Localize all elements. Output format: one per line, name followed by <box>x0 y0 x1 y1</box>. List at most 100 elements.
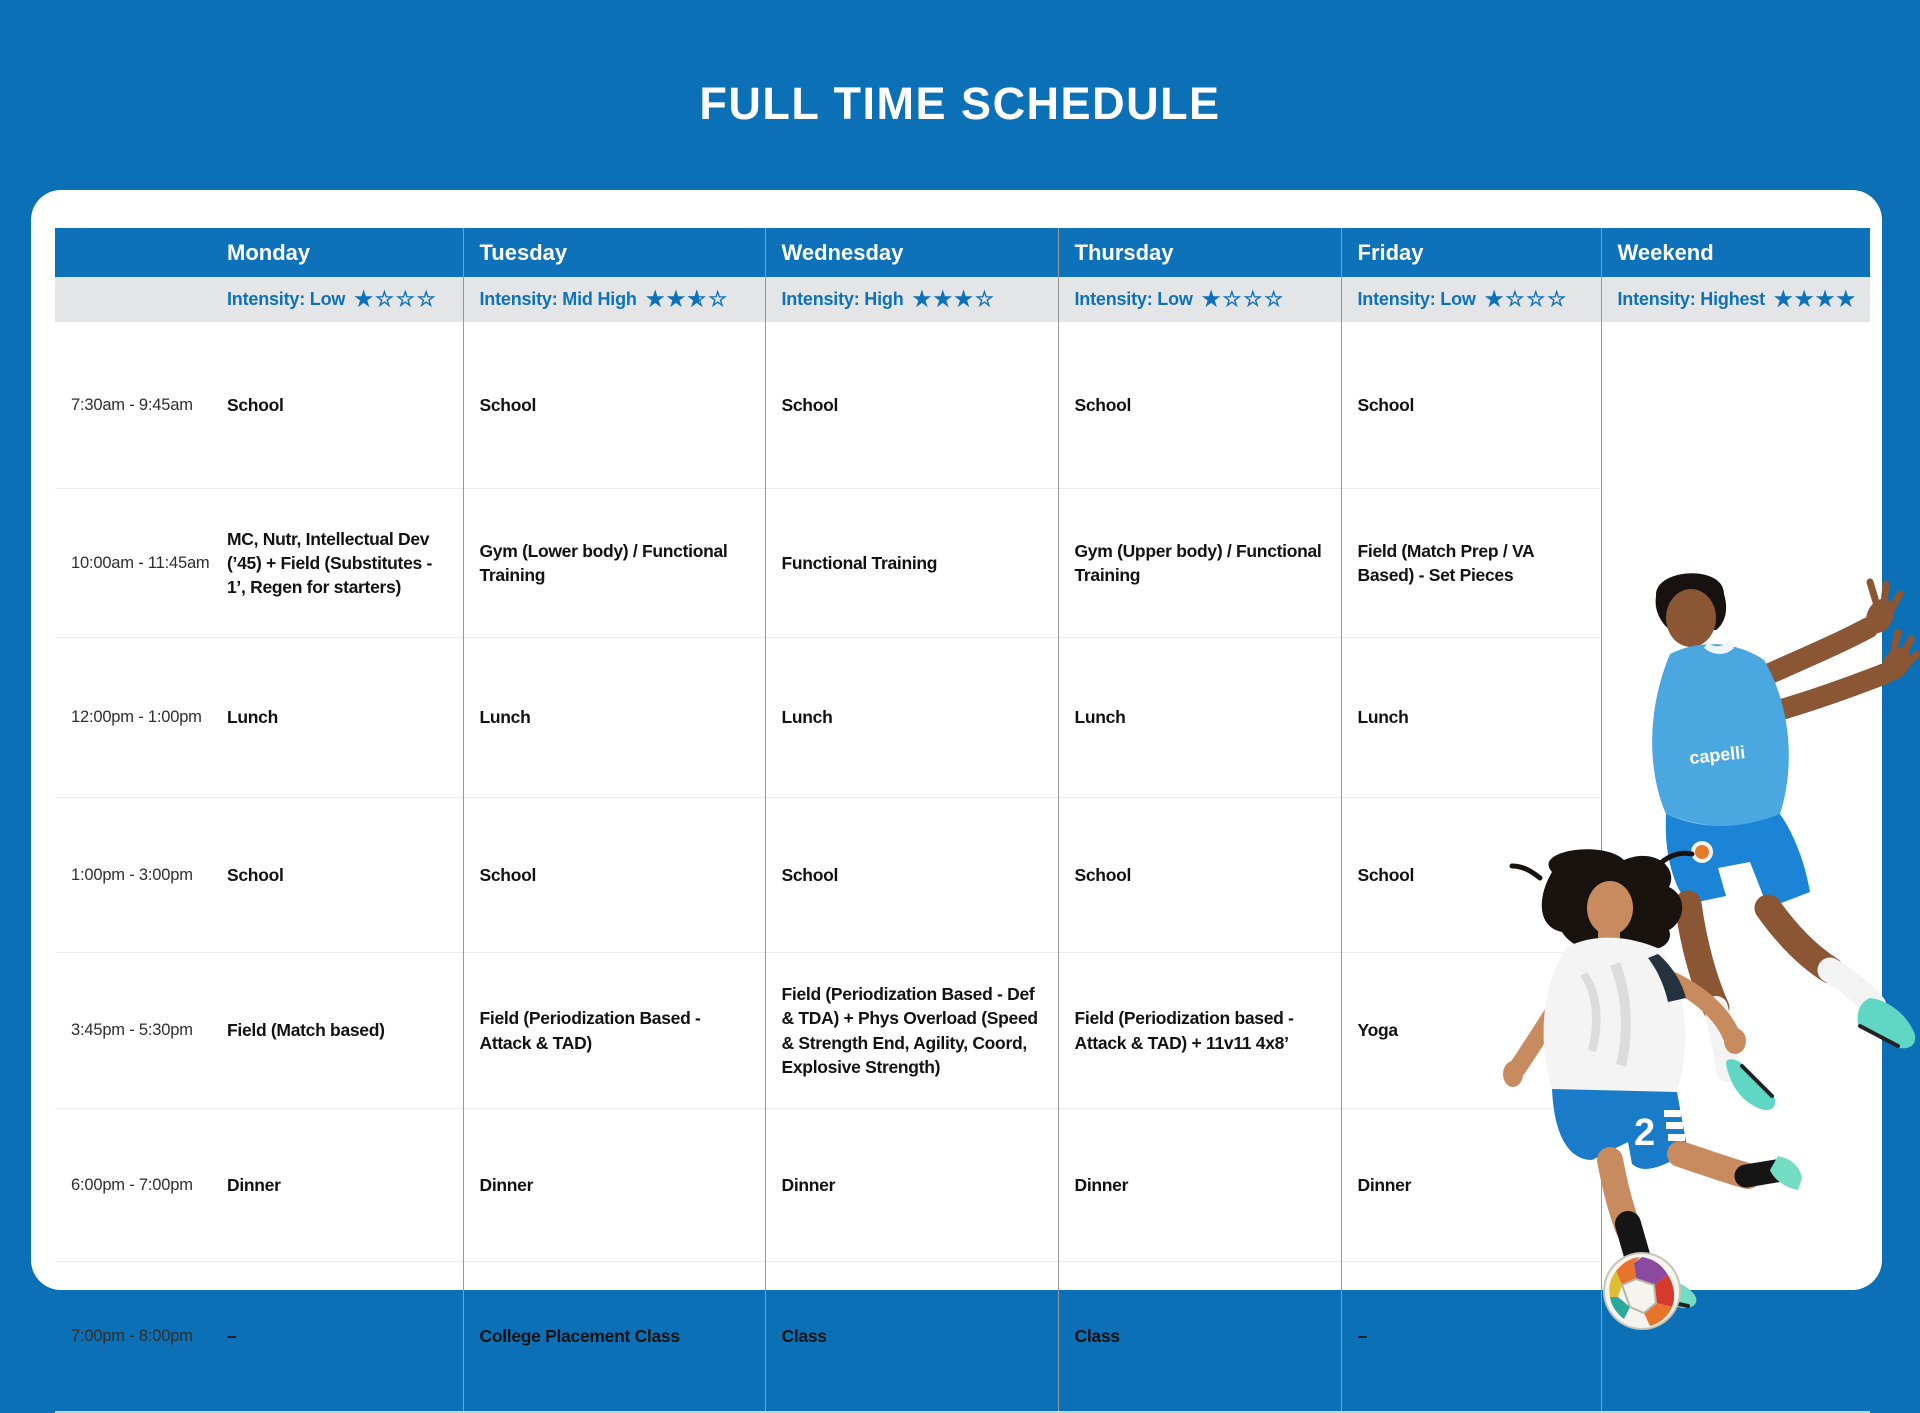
activity-cell-monday: Dinner <box>211 1108 463 1262</box>
intensity-label: Intensity: Low <box>1074 289 1193 309</box>
time-cell: 7:00pm - 8:00pm <box>55 1261 211 1413</box>
intensity-cell-tuesday: Intensity: Mid High ★★☆ ★ ☆ <box>462 277 765 322</box>
activity-cell-tuesday: Gym (Lower body) / Functional Training <box>462 488 765 638</box>
activity-cell-thursday: Class <box>1057 1261 1341 1413</box>
intensity-cell-monday: Intensity: Low ★☆☆☆ <box>211 277 463 322</box>
activity-cell-wednesday: Dinner <box>764 1108 1058 1262</box>
time-cell: 6:00pm - 7:00pm <box>55 1108 211 1262</box>
time-cell: 12:00pm - 1:00pm <box>55 637 211 798</box>
activity-cell-thursday: Dinner <box>1057 1108 1341 1262</box>
intensity-cell-wednesday: Intensity: High ★★★☆ <box>764 277 1058 322</box>
day-header-weekend: Weekend <box>1600 228 1870 277</box>
activity-cell-thursday: School <box>1057 322 1341 489</box>
star-icon: ★ <box>1201 288 1223 311</box>
activity-cell-tuesday: College Placement Class <box>462 1261 765 1413</box>
day-header-tuesday: Tuesday <box>462 228 765 277</box>
intensity-label: Intensity: High <box>781 289 904 309</box>
star-icon: ☆ <box>1264 288 1286 311</box>
table-row: 7:00pm - 8:00pm – College Placement Clas… <box>55 1261 1870 1413</box>
star-icon: ★ <box>954 288 975 311</box>
star-icon: ★ <box>912 288 934 311</box>
table-row: 6:00pm - 7:00pm Dinner Dinner Dinner Din… <box>55 1108 1870 1262</box>
day-header-wednesday: Wednesday <box>764 228 1058 277</box>
star-icon: ★ <box>666 288 688 311</box>
star-icon: ★ <box>354 288 376 311</box>
table-row: 7:30am - 9:45am School School School Sch… <box>55 322 1870 1413</box>
intensity-empty-cell <box>55 277 211 322</box>
activity-cell-monday: Field (Match based) <box>211 952 463 1109</box>
intensity-cell-thursday: Intensity: Low ★☆☆☆ <box>1057 277 1341 322</box>
activity-cell-friday: Lunch <box>1340 637 1601 798</box>
activity-cell-monday: MC, Nutr, Intellectual Dev (’45) + Field… <box>211 488 463 638</box>
star-icon: ☆ <box>1222 288 1244 311</box>
intensity-label: Intensity: Mid High <box>479 289 637 309</box>
star-icon: ☆ ★ <box>687 288 709 311</box>
star-icon: ★ <box>1484 288 1506 311</box>
activity-cell-friday: – <box>1340 1261 1601 1413</box>
table-row: 1:00pm - 3:00pm School School School Sch… <box>55 797 1870 953</box>
page-title: FULL TIME SCHEDULE <box>699 78 1221 129</box>
intensity-stars: ★★★★ <box>1774 287 1857 312</box>
time-column-header <box>55 228 211 277</box>
activity-cell-wednesday: School <box>764 322 1058 489</box>
schedule-table: Monday Tuesday Wednesday Thursday Friday… <box>55 228 1870 1413</box>
activity-cell-thursday: School <box>1057 797 1341 953</box>
intensity-stars: ★☆☆☆ <box>354 287 437 312</box>
time-cell: 7:30am - 9:45am <box>71 395 193 414</box>
star-icon: ★ <box>1815 288 1837 311</box>
day-header-monday: Monday <box>211 228 463 277</box>
star-icon: ☆ <box>974 288 996 311</box>
schedule-card: Monday Tuesday Wednesday Thursday Friday… <box>31 190 1882 1413</box>
activity-cell-wednesday: Lunch <box>764 637 1058 798</box>
intensity-label: Intensity: Low <box>227 289 346 309</box>
activity-cell-friday: Yoga <box>1340 952 1601 1109</box>
activity-cell-monday: Lunch <box>211 637 463 798</box>
star-icon: ★ <box>1773 288 1795 311</box>
star-icon: ☆ <box>1505 288 1527 311</box>
day-header-friday: Friday <box>1340 228 1601 277</box>
star-icon: ☆ <box>395 288 417 311</box>
activity-cell-monday: – <box>211 1261 463 1413</box>
table-row: 3:45pm - 5:30pm Field (Match based) Fiel… <box>55 952 1870 1109</box>
star-icon: ☆ <box>416 288 438 311</box>
table-row: 12:00pm - 1:00pm Lunch Lunch Lunch Lunch… <box>55 637 1870 798</box>
activity-cell-friday: Dinner <box>1340 1108 1601 1262</box>
star-icon: ★ <box>1836 288 1858 311</box>
activity-cell-friday: Field (Match Prep / VA Based) - Set Piec… <box>1340 488 1601 638</box>
intensity-row: Intensity: Low ★☆☆☆ Intensity: Mid High ★★… <box>55 277 1870 322</box>
activity-cell-monday: School <box>211 797 463 953</box>
activity-cell-wednesday: School <box>764 797 1058 953</box>
activity-cell-wednesday: Class <box>764 1261 1058 1413</box>
intensity-stars: ★☆☆☆ <box>1202 287 1285 312</box>
activity-cell-thursday: Gym (Upper body) / Functional Training <box>1057 488 1341 638</box>
star-icon: ☆ <box>1547 288 1569 311</box>
intensity-cell-weekend: Intensity: Highest ★★★★ <box>1600 277 1870 322</box>
time-cell: 3:45pm - 5:30pm <box>55 952 211 1109</box>
activity-cell-tuesday: School <box>462 797 765 953</box>
intensity-label: Intensity: Low <box>1357 289 1476 309</box>
intensity-stars: ★☆☆☆ <box>1485 287 1568 312</box>
star-icon: ☆ <box>375 288 396 311</box>
activity-cell-wednesday: Field (Periodization Based - Def & TDA) … <box>764 952 1058 1109</box>
star-icon: ☆ <box>708 288 730 311</box>
activity-cell-monday: School <box>227 394 284 415</box>
intensity-stars: ★★☆ ★ ☆ <box>646 287 729 312</box>
activity-cell-friday: School <box>1340 322 1601 489</box>
star-icon: ★ <box>933 288 955 311</box>
day-header-row: Monday Tuesday Wednesday Thursday Friday… <box>55 228 1870 277</box>
activity-cell-tuesday: School <box>462 322 765 489</box>
star-icon: ★ <box>1794 288 1816 311</box>
intensity-cell-friday: Intensity: Low ★☆☆☆ <box>1340 277 1601 322</box>
star-icon: ☆ <box>1243 288 1265 311</box>
table-row: 10:00am - 11:45am MC, Nutr, Intellectual… <box>55 488 1870 638</box>
star-icon: ★ <box>645 288 667 311</box>
activity-cell-tuesday: Field (Periodization Based - Attack & TA… <box>462 952 765 1109</box>
activity-cell-thursday: Lunch <box>1057 637 1341 798</box>
star-icon: ☆ <box>1526 288 1548 311</box>
activity-cell-friday: School <box>1340 797 1601 953</box>
day-header-thursday: Thursday <box>1057 228 1341 277</box>
intensity-label: Intensity: Highest <box>1617 289 1766 309</box>
weekend-activity-cell: Game <box>1600 322 1870 1413</box>
activity-cell-tuesday: Dinner <box>462 1108 765 1262</box>
activity-cell-tuesday: Lunch <box>462 637 765 798</box>
